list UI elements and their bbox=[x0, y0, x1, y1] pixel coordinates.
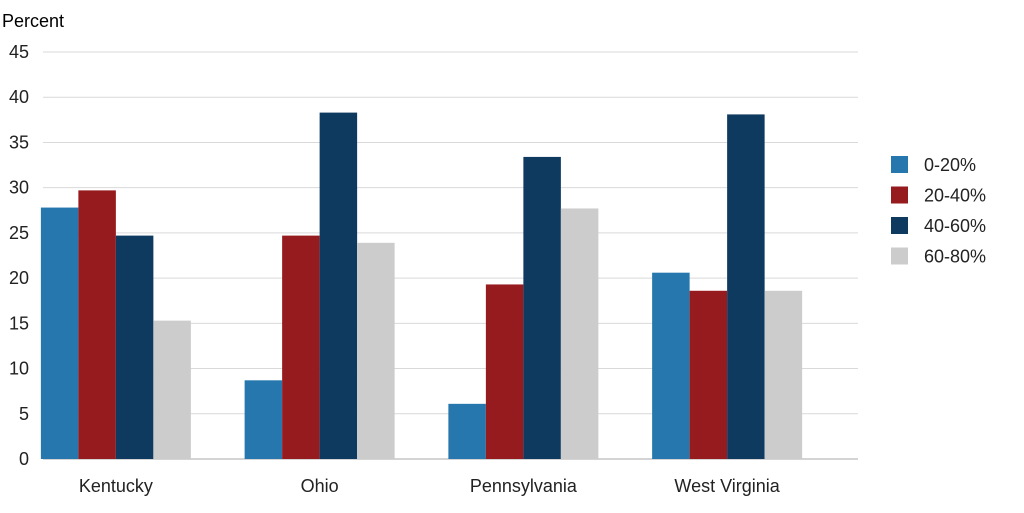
bar-west-virginia-60-80pct bbox=[764, 290, 803, 459]
legend-label: 20-40% bbox=[924, 186, 986, 206]
bar-kentucky-20-40pct bbox=[78, 190, 116, 459]
bar-pennsylvania-40-60pct bbox=[523, 156, 561, 459]
legend-label: 0-20% bbox=[924, 155, 976, 175]
x-tick-labels: Kentucky Ohio Pennsylvania West Virginia bbox=[79, 476, 781, 496]
bar-kentucky-40-60pct bbox=[115, 235, 154, 459]
bar-kentucky-60-80pct bbox=[153, 320, 191, 459]
x-tick-label: Ohio bbox=[301, 476, 339, 496]
bar-kentucky-0-20pct bbox=[40, 207, 79, 459]
legend-label: 60-80% bbox=[924, 247, 986, 267]
y-tick-label: 45 bbox=[9, 42, 29, 62]
legend-swatch bbox=[891, 247, 908, 265]
bar-west-virginia-40-60pct bbox=[727, 114, 765, 459]
bars bbox=[40, 112, 803, 459]
bar-ohio-40-60pct bbox=[319, 112, 358, 459]
legend-swatch bbox=[891, 156, 908, 173]
y-tick-label: 20 bbox=[9, 268, 29, 288]
y-tick-label: 15 bbox=[9, 313, 29, 333]
y-tick-label: 30 bbox=[9, 178, 29, 198]
bar-pennsylvania-0-20pct bbox=[448, 403, 486, 459]
y-tick-label: 5 bbox=[19, 404, 29, 424]
bar-west-virginia-20-40pct bbox=[689, 290, 728, 459]
bar-ohio-60-80pct bbox=[357, 242, 395, 459]
legend-swatch bbox=[891, 217, 908, 234]
bar-ohio-0-20pct bbox=[244, 380, 283, 459]
legend: 0-20% 20-40% 40-60% 60-80% bbox=[891, 155, 986, 267]
y-tick-label: 25 bbox=[9, 223, 29, 243]
legend-label: 40-60% bbox=[924, 216, 986, 236]
bar-pennsylvania-60-80pct bbox=[560, 208, 599, 459]
legend-swatch bbox=[891, 186, 908, 204]
x-tick-label: Pennsylvania bbox=[470, 476, 578, 496]
bar-pennsylvania-20-40pct bbox=[485, 284, 524, 459]
bar-west-virginia-0-20pct bbox=[652, 272, 690, 459]
y-tick-label: 40 bbox=[9, 87, 29, 107]
y-tick-label: 10 bbox=[9, 359, 29, 379]
x-tick-label: Kentucky bbox=[79, 476, 153, 496]
x-tick-label: West Virginia bbox=[674, 476, 780, 496]
y-tick-labels: 0 5 10 15 20 25 30 35 40 45 bbox=[9, 42, 29, 469]
y-tick-label: 35 bbox=[9, 132, 29, 152]
bar-ohio-20-40pct bbox=[282, 235, 320, 459]
y-tick-label: 0 bbox=[19, 449, 29, 469]
y-axis-title: Percent bbox=[2, 11, 64, 31]
